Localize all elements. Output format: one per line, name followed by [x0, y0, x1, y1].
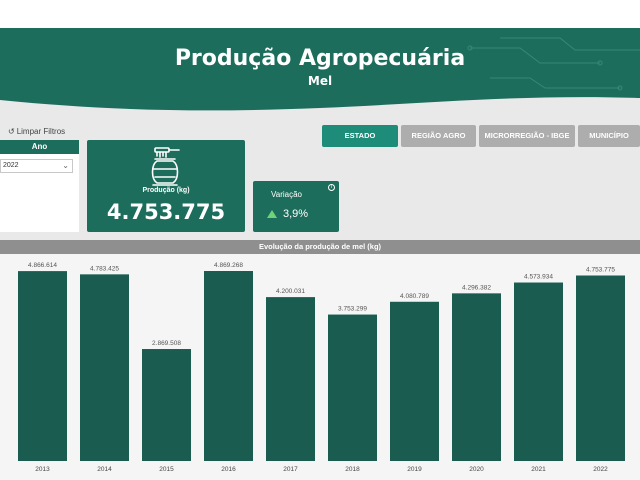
bar-2017[interactable]: [266, 297, 315, 461]
data-label-2019: 4.080.789: [400, 293, 429, 300]
variation-card: Variação i 3,9%: [253, 181, 339, 232]
trend-up-arrow-icon: [267, 210, 277, 218]
chevron-down-icon: ⌄: [62, 161, 69, 170]
year-slicer: Ano 2022 ⌄: [0, 140, 79, 232]
bar-2018[interactable]: [328, 314, 377, 461]
bar-2020[interactable]: [452, 293, 501, 461]
clear-filters-label: Limpar Filtros: [16, 127, 66, 136]
page-subtitle: Mel: [307, 74, 333, 88]
year-slicer-header: Ano: [0, 140, 79, 154]
data-label-2016: 4.869.268: [214, 262, 243, 269]
x-tick-label-2020: 2020: [469, 466, 484, 473]
header-wave-decoration: [0, 37, 640, 112]
data-label-2022: 4.753.775: [586, 267, 615, 274]
production-card: Produção (kg) 4.753.775: [87, 140, 245, 232]
top-strip: [0, 0, 640, 28]
data-label-2020: 4.296.382: [462, 284, 491, 291]
x-tick-label-2021: 2021: [531, 466, 546, 473]
variation-label: Variação: [271, 190, 302, 199]
tab-estado[interactable]: ESTADO: [322, 125, 398, 147]
year-dropdown-value: 2022: [3, 162, 19, 169]
production-label: Produção (kg): [142, 187, 190, 194]
bar-2016[interactable]: [204, 271, 253, 461]
x-tick-label-2017: 2017: [283, 466, 298, 473]
bar-2014[interactable]: [80, 274, 129, 461]
x-tick-label-2022: 2022: [593, 466, 608, 473]
tab-microrregiao-ibge[interactable]: MICRORREGIÃO - IBGE: [479, 125, 575, 147]
refresh-icon: ↺: [8, 127, 15, 136]
bar-2021[interactable]: [514, 282, 563, 461]
bar-2022[interactable]: [576, 275, 625, 461]
tab-municipio[interactable]: MUNICÍPIO: [578, 125, 640, 147]
honey-pot-icon: [151, 147, 180, 186]
x-tick-label-2016: 2016: [221, 466, 236, 473]
data-label-2015: 2.869.508: [152, 340, 181, 347]
variation-value: 3,9%: [283, 208, 309, 220]
bar-2015[interactable]: [142, 349, 191, 461]
header-banner: Produção Agropecuária Mel: [0, 28, 640, 112]
bar-chart: 4.866.614 2013 4.783.425 2014 2.869.508 2015 4…: [0, 254, 640, 480]
bar-chart-svg: 4.866.614 2013 4.783.425 2014 2.869.508 2015 4…: [18, 262, 625, 473]
bar-2013[interactable]: [18, 271, 67, 461]
x-tick-label-2014: 2014: [97, 466, 112, 473]
x-tick-label-2019: 2019: [407, 466, 422, 473]
chart-title: Evolução da produção de mel (kg): [0, 240, 640, 254]
data-label-2018: 3.753.299: [338, 306, 367, 313]
tab-regiao-agro[interactable]: REGIÃO AGRO: [401, 125, 476, 147]
bar-2019[interactable]: [390, 301, 439, 461]
x-tick-label-2013: 2013: [35, 466, 50, 473]
data-label-2017: 4.200.031: [276, 288, 305, 295]
x-tick-label-2015: 2015: [159, 466, 174, 473]
data-label-2021: 4.573.934: [524, 274, 553, 281]
year-dropdown[interactable]: 2022 ⌄: [0, 159, 73, 173]
page-title: Produção Agropecuária: [174, 46, 466, 71]
production-value: 4.753.775: [106, 200, 226, 224]
x-tick-label-2018: 2018: [345, 466, 360, 473]
data-label-2014: 4.783.425: [90, 265, 119, 272]
info-icon[interactable]: i: [328, 184, 335, 191]
clear-filters-button[interactable]: ↺ Limpar Filtros: [8, 127, 65, 136]
data-label-2013: 4.866.614: [28, 262, 57, 269]
